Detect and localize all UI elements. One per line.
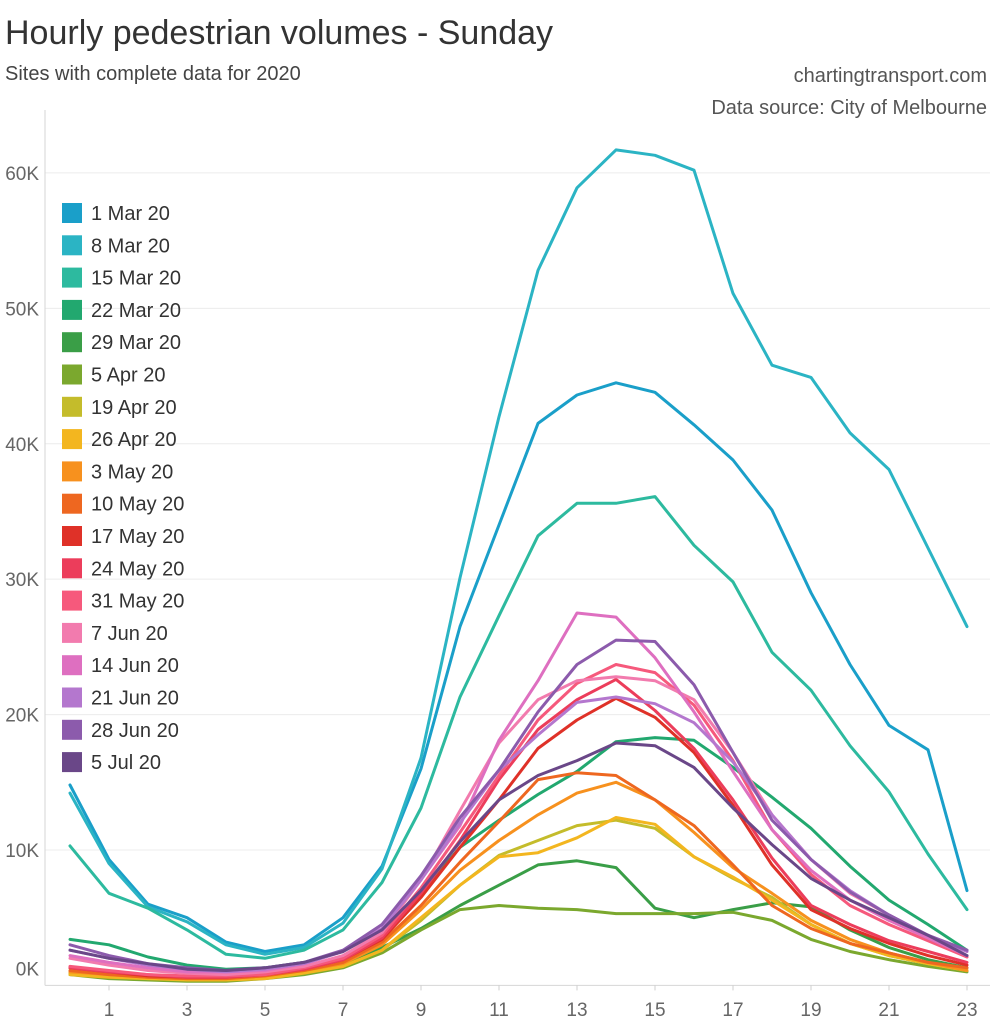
series-line-15-mar-20 xyxy=(68,495,969,960)
legend-swatch xyxy=(62,332,82,353)
legend-label: 21 Jun 20 xyxy=(91,688,179,710)
x-tick-label: 13 xyxy=(566,1000,587,1021)
x-tick-label: 9 xyxy=(416,1000,427,1021)
legend-label: 7 Jun 20 xyxy=(91,623,168,645)
x-tick-label: 15 xyxy=(644,1000,665,1021)
legend-swatch xyxy=(62,752,82,773)
x-tick-label: 1 xyxy=(104,1000,115,1021)
legend-swatch xyxy=(62,622,82,643)
legend-swatch xyxy=(62,687,82,708)
legend-swatch xyxy=(62,590,82,611)
series-line-8-mar-20 xyxy=(68,148,969,956)
legend-label: 15 Mar 20 xyxy=(91,268,181,290)
legend-item-1-mar-20: 1 Mar 20 xyxy=(62,203,170,225)
series-line-31-may-20 xyxy=(68,663,969,978)
y-tick-label: 50K xyxy=(5,299,39,320)
chart-subtitle: Sites with complete data for 2020 xyxy=(5,63,301,85)
legend-item-14-jun-20: 14 Jun 20 xyxy=(62,655,179,677)
legend-label: 1 Mar 20 xyxy=(91,203,170,225)
y-tick-label: 10K xyxy=(5,841,39,862)
legend-swatch xyxy=(62,203,82,223)
legend-item-15-mar-20: 15 Mar 20 xyxy=(62,267,181,290)
legend-label: 14 Jun 20 xyxy=(91,655,179,677)
legend-item-8-mar-20: 8 Mar 20 xyxy=(62,235,170,257)
series-lines xyxy=(68,148,969,983)
legend-label: 5 Jul 20 xyxy=(91,752,161,774)
legend-label: 28 Jun 20 xyxy=(91,720,179,742)
legend-swatch xyxy=(62,558,82,579)
legend-swatch xyxy=(62,364,82,385)
legend-label: 5 Apr 20 xyxy=(91,365,166,387)
chart-header: Hourly pedestrian volumes - Sunday Sites… xyxy=(5,14,987,119)
legend-label: 26 Apr 20 xyxy=(91,429,177,451)
x-tick-label: 19 xyxy=(800,1000,821,1021)
legend-item-28-jun-20: 28 Jun 20 xyxy=(62,719,179,742)
series-line-22-mar-20 xyxy=(68,736,969,971)
legend-swatch xyxy=(62,429,82,450)
legend-label: 24 May 20 xyxy=(91,558,184,580)
credit-website: chartingtransport.com xyxy=(794,65,987,87)
legend-item-24-may-20: 24 May 20 xyxy=(62,558,184,580)
x-tick-label: 3 xyxy=(182,1000,193,1021)
y-tick-label: 60K xyxy=(5,164,39,185)
x-tick-label: 7 xyxy=(338,1000,349,1021)
legend-item-5-apr-20: 5 Apr 20 xyxy=(62,364,166,387)
legend-item-31-may-20: 31 May 20 xyxy=(62,590,184,613)
series-line-5-jul-20 xyxy=(68,741,969,972)
series-line-26-apr-20 xyxy=(68,816,969,982)
legend-swatch xyxy=(62,719,82,740)
legend-label: 17 May 20 xyxy=(91,526,184,548)
series-line-1-mar-20 xyxy=(68,381,969,953)
legend-label: 8 Mar 20 xyxy=(91,235,170,257)
legend-swatch xyxy=(62,235,82,256)
legend-label: 29 Mar 20 xyxy=(91,332,181,354)
legend-label: 31 May 20 xyxy=(91,591,184,613)
legend: 1 Mar 20 8 Mar 20 15 Mar 20 22 Mar 20 29 Mar… xyxy=(62,203,184,774)
legend-item-5-jul-20: 5 Jul 20 xyxy=(62,752,161,774)
credit-data-source: Data source: City of Melbourne xyxy=(711,97,987,119)
series-line-3-may-20 xyxy=(68,780,969,981)
legend-item-29-mar-20: 29 Mar 20 xyxy=(62,332,181,354)
y-tick-label: 0K xyxy=(16,959,40,980)
series-line-19-apr-20 xyxy=(68,818,969,981)
y-tick-label: 40K xyxy=(5,435,39,456)
legend-label: 10 May 20 xyxy=(91,494,184,516)
legend-swatch xyxy=(62,299,82,320)
legend-swatch xyxy=(62,493,82,514)
legend-label: 3 May 20 xyxy=(91,461,173,483)
legend-item-10-may-20: 10 May 20 xyxy=(62,493,184,516)
legend-label: 22 Mar 20 xyxy=(91,300,181,322)
chart-title: Hourly pedestrian volumes - Sunday xyxy=(5,14,553,52)
legend-swatch xyxy=(62,267,82,288)
legend-swatch xyxy=(62,526,82,546)
legend-item-21-jun-20: 21 Jun 20 xyxy=(62,687,179,710)
legend-item-26-apr-20: 26 Apr 20 xyxy=(62,429,177,451)
legend-swatch xyxy=(62,461,82,482)
legend-label: 19 Apr 20 xyxy=(91,397,177,419)
x-tick-label: 11 xyxy=(489,1000,509,1021)
x-tick-label: 23 xyxy=(956,1000,977,1021)
legend-item-3-may-20: 3 May 20 xyxy=(62,461,173,483)
x-tick-label: 17 xyxy=(722,1000,743,1021)
legend-item-19-apr-20: 19 Apr 20 xyxy=(62,396,177,419)
legend-item-17-may-20: 17 May 20 xyxy=(62,526,184,548)
legend-item-22-mar-20: 22 Mar 20 xyxy=(62,299,181,322)
legend-swatch xyxy=(62,396,82,417)
x-tick-label: 21 xyxy=(878,1000,899,1021)
y-tick-label: 30K xyxy=(5,570,39,591)
legend-swatch xyxy=(62,655,82,676)
legend-item-7-jun-20: 7 Jun 20 xyxy=(62,622,168,645)
y-tick-label: 20K xyxy=(5,706,39,727)
x-tick-label: 5 xyxy=(260,1000,271,1021)
